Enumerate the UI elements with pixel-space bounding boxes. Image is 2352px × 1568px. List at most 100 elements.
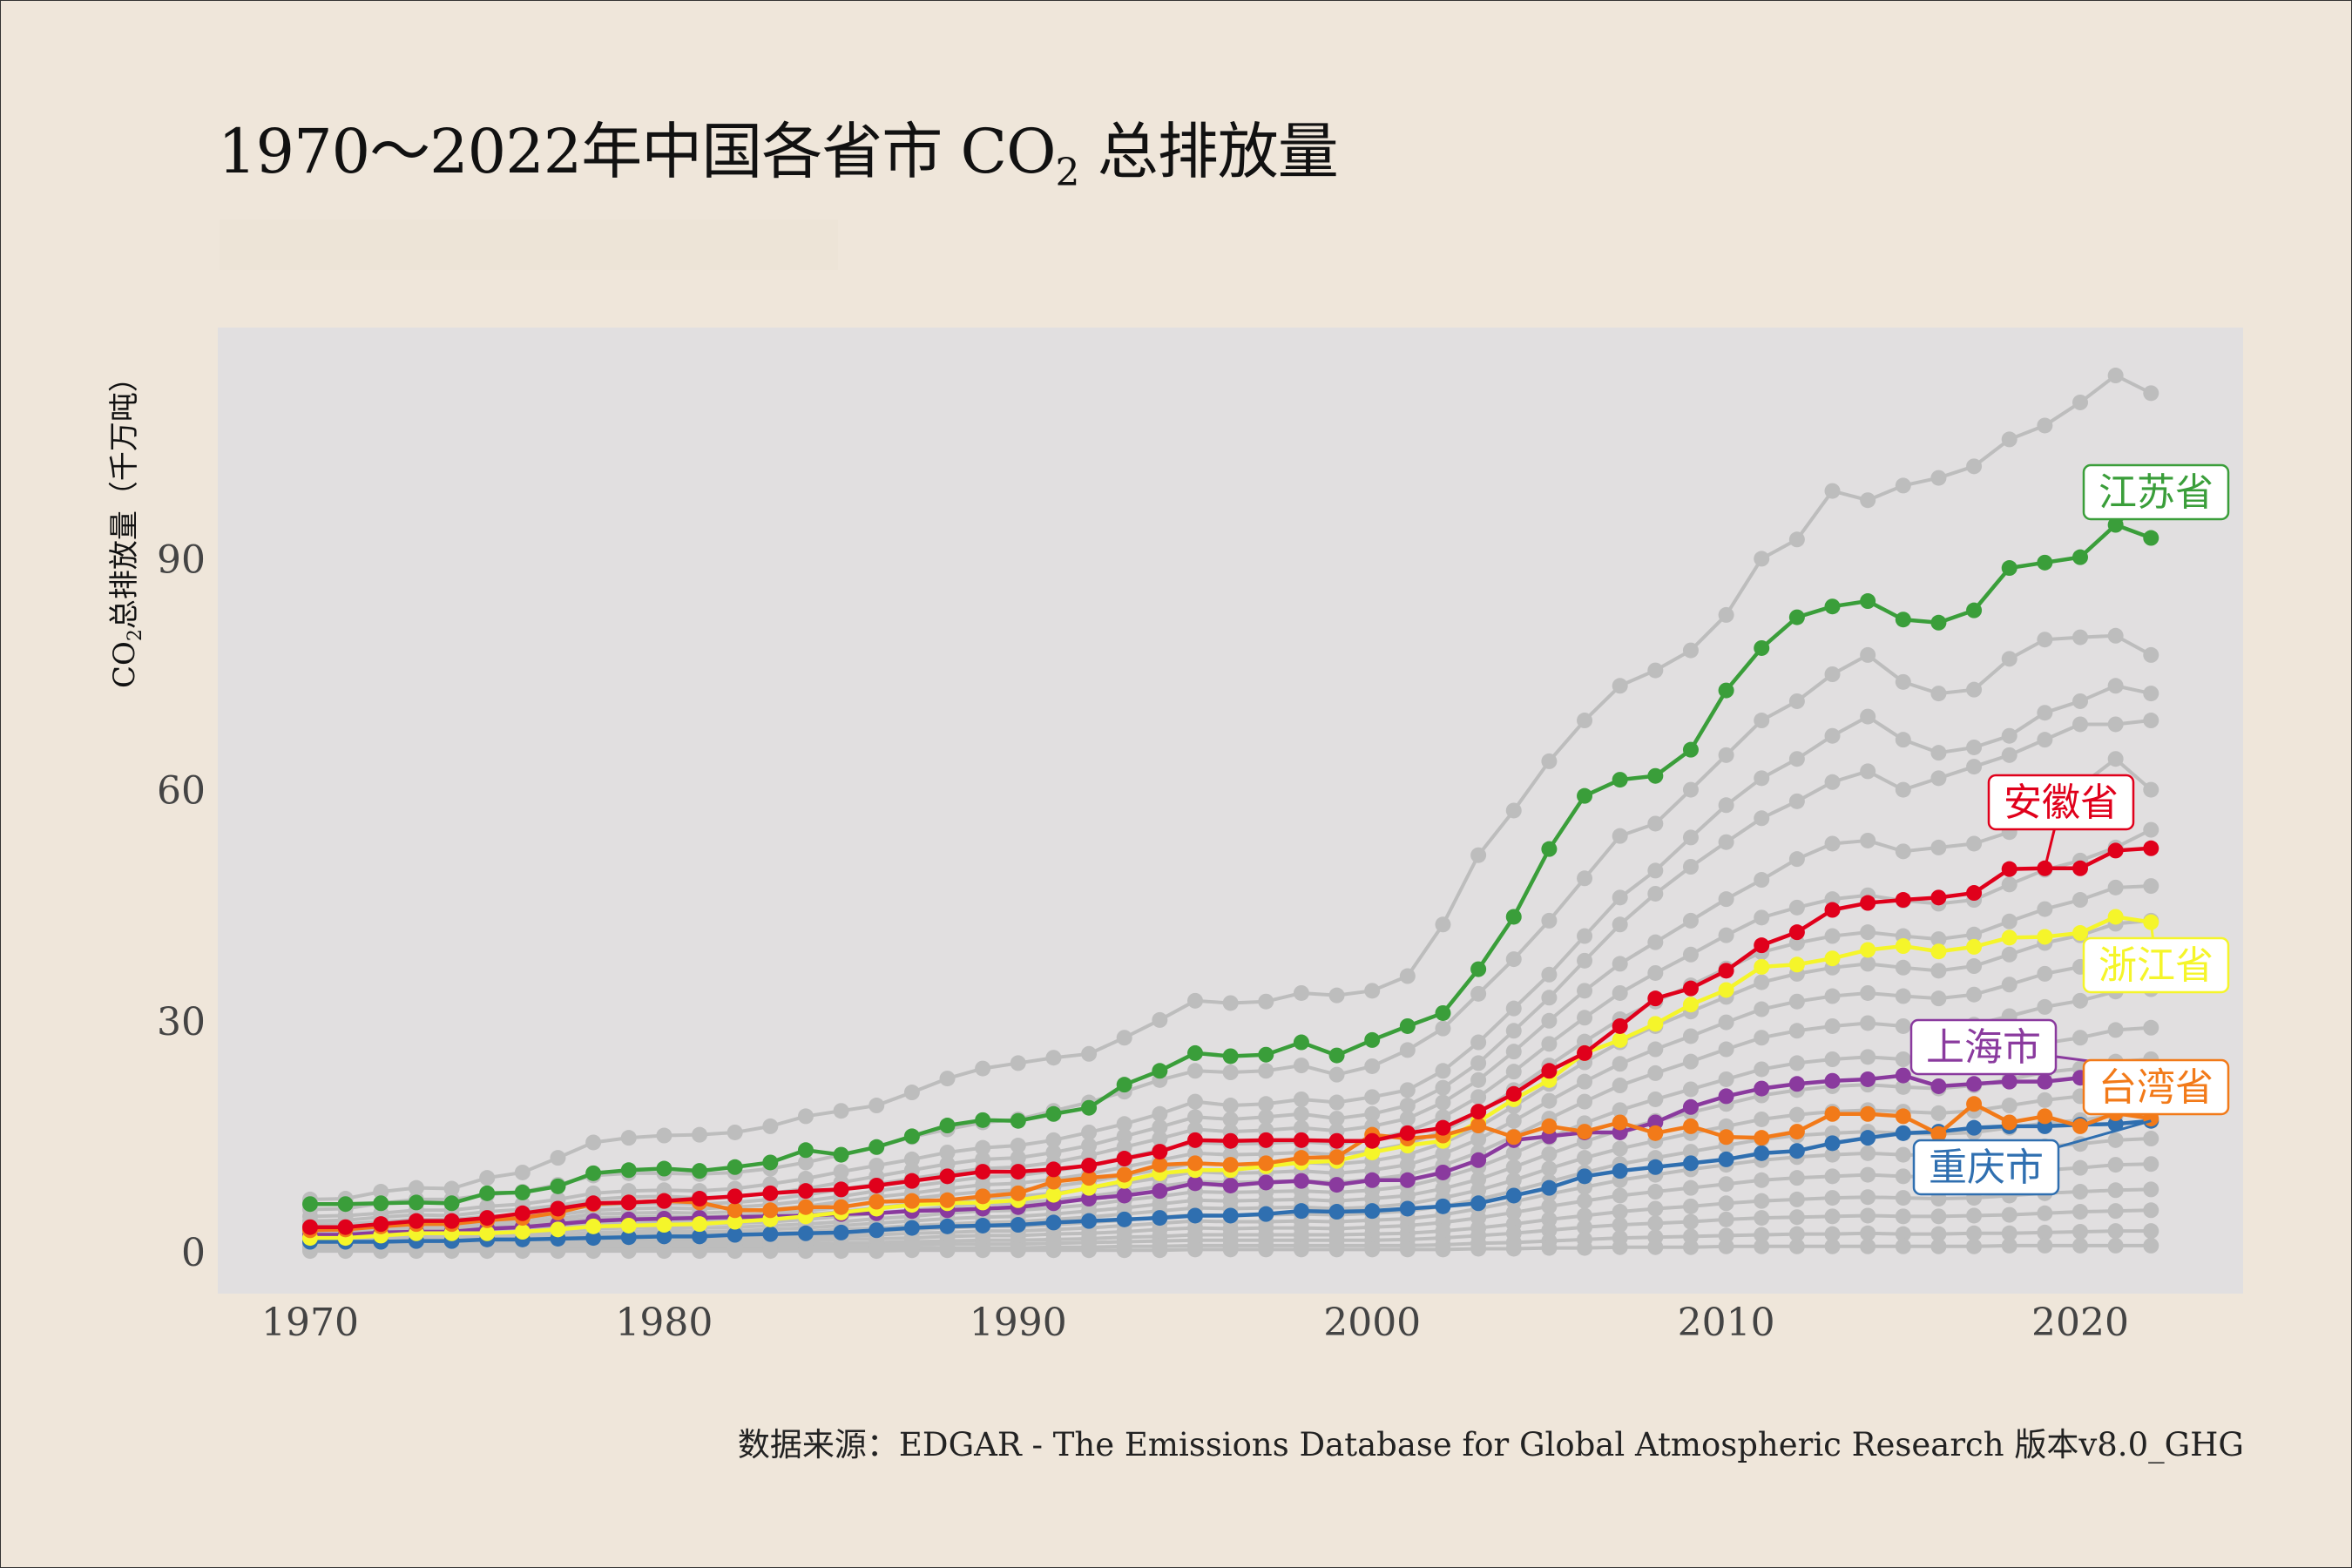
x-tick-label: 2010 [1678, 1301, 1775, 1345]
series-taiwan-point-1997 [1258, 1155, 1274, 1172]
context-series-5-point-1998 [1293, 1119, 1309, 1136]
series-anhui-point-1992 [1081, 1157, 1098, 1173]
series-zhejiang-point-2000 [1364, 1144, 1381, 1160]
label-box [2082, 936, 2230, 994]
series-jiangsu-point-1988 [939, 1118, 956, 1134]
context-series-1-point-1992 [1081, 1045, 1098, 1062]
series-anhui-point-2010 [1718, 963, 1734, 979]
context-series-18-point-2022 [2143, 1202, 2159, 1219]
series-chongqing-point-2000 [1364, 1203, 1381, 1220]
series-jiangsu-point-2000 [1364, 1031, 1381, 1048]
context-series-2-point-2015 [1895, 673, 1911, 690]
context-series-3-point-2002 [1435, 1063, 1451, 1079]
context-series-20-point-2015 [1895, 1238, 1911, 1254]
context-series-7-point-2022 [2143, 878, 2159, 895]
series-anhui-point-2000 [1364, 1132, 1381, 1149]
context-series-5-point-2017 [1966, 835, 1983, 852]
series-anhui-point-2022 [2143, 840, 2159, 856]
y-tick-label: 90 [157, 537, 206, 582]
context-series-20-point-2002 [1435, 1241, 1451, 1258]
context-series-5-point-2021 [2107, 751, 2124, 767]
context-series-5-point-2006 [1577, 983, 1593, 999]
context-series-9-point-2006 [1577, 1073, 1593, 1090]
context-series-3-point-1990 [1010, 1138, 1026, 1154]
context-series-10-point-2007 [1612, 1078, 1628, 1094]
context-series-1-point-1976 [514, 1164, 531, 1180]
series-shanghai-point-2002 [1435, 1164, 1451, 1180]
series-chongqing-point-1996 [1222, 1207, 1239, 1224]
series-jiangsu-point-1990 [1010, 1112, 1026, 1129]
series-anhui-point-2020 [2072, 860, 2088, 876]
label-box [2082, 463, 2230, 521]
series-jiangsu-point-2009 [1682, 741, 1699, 758]
context-series-3-point-1994 [1152, 1105, 1168, 1122]
series-shanghai-point-2013 [1824, 1072, 1841, 1089]
context-series-1-point-2006 [1577, 713, 1593, 729]
context-series-19-point-2017 [1966, 1225, 1983, 1241]
context-series-20-point-1988 [939, 1242, 956, 1259]
context-series-9-point-2004 [1505, 1112, 1522, 1129]
series-chongqing-point-2007 [1612, 1163, 1628, 1179]
context-series-1-point-2008 [1647, 662, 1664, 679]
series-anhui-point-1983 [762, 1185, 779, 1201]
label-anhui: 安徽省 [1987, 774, 2135, 869]
context-series-4-point-1998 [1293, 1105, 1309, 1122]
series-jiangsu-point-1985 [833, 1146, 849, 1163]
series-chongqing-point-1990 [1010, 1217, 1026, 1233]
context-series-18-point-2010 [1718, 1211, 1734, 1227]
context-series-11-point-2020 [2072, 1030, 2088, 1046]
context-series-2-point-2009 [1682, 781, 1699, 798]
context-series-16-point-2005 [1541, 1198, 1558, 1214]
context-series-20-point-1976 [514, 1243, 531, 1260]
context-series-2-point-2002 [1435, 1020, 1451, 1037]
series-taiwan-point-1992 [1081, 1170, 1098, 1186]
series-anhui-point-1984 [797, 1183, 814, 1200]
context-series-6-point-2005 [1541, 1036, 1558, 1052]
context-series-15-point-2014 [1860, 1145, 1876, 1161]
context-series-1-point-2005 [1541, 753, 1558, 769]
context-series-20-point-1990 [1010, 1242, 1026, 1259]
series-zhejiang-point-2021 [2107, 909, 2124, 925]
context-series-15-point-2015 [1895, 1146, 1911, 1163]
context-series-15-point-2013 [1824, 1146, 1841, 1163]
series-jiangsu-point-1987 [903, 1128, 920, 1145]
series-jiangsu-point-2004 [1505, 909, 1522, 925]
context-series-2-point-2004 [1505, 951, 1522, 968]
series-zhejiang-point-2012 [1788, 956, 1805, 973]
context-series-18-point-2006 [1577, 1219, 1593, 1235]
context-series-8-point-2017 [1966, 958, 1983, 975]
series-chongqing-point-1989 [975, 1217, 991, 1233]
context-series-18-point-2014 [1860, 1207, 1876, 1224]
series-anhui-point-2004 [1505, 1085, 1522, 1102]
series-zhejiang-point-1982 [727, 1213, 743, 1230]
series-taiwan-point-2007 [1612, 1114, 1628, 1131]
context-series-1-point-2000 [1364, 983, 1381, 999]
series-jiangsu-point-1993 [1116, 1077, 1132, 1093]
context-series-8-point-2011 [1754, 974, 1770, 990]
context-series-9-point-2007 [1612, 1056, 1628, 1072]
context-series-18-point-2008 [1647, 1215, 1664, 1232]
context-series-2-point-2003 [1470, 985, 1487, 1002]
context-series-5-point-2002 [1435, 1094, 1451, 1111]
series-shanghai-point-1998 [1293, 1173, 1309, 1189]
series-jiangsu-point-1980 [656, 1160, 672, 1177]
series-taiwan-point-2017 [1966, 1096, 1983, 1112]
context-series-20-point-1979 [620, 1243, 637, 1260]
context-series-18-point-2007 [1612, 1217, 1628, 1233]
series-anhui-point-1999 [1328, 1132, 1345, 1149]
context-series-17-point-2022 [2143, 1181, 2159, 1198]
series-anhui-point-1976 [514, 1205, 531, 1221]
context-series-1-point-2014 [1860, 492, 1876, 509]
context-series-6-point-2008 [1647, 964, 1664, 981]
series-taiwan-point-2006 [1577, 1124, 1593, 1140]
context-series-15-point-2021 [2107, 1132, 2124, 1148]
context-series-1-point-1988 [939, 1071, 956, 1087]
context-series-20-point-1999 [1328, 1241, 1345, 1258]
context-series-1-point-2021 [2107, 368, 2124, 384]
context-series-1-point-1990 [1010, 1055, 1026, 1071]
series-taiwan-point-1995 [1187, 1155, 1203, 1172]
series-taiwan-point-1987 [903, 1193, 920, 1209]
series-jiangsu-point-1984 [797, 1142, 814, 1159]
context-series-5-point-2022 [2143, 781, 2159, 798]
